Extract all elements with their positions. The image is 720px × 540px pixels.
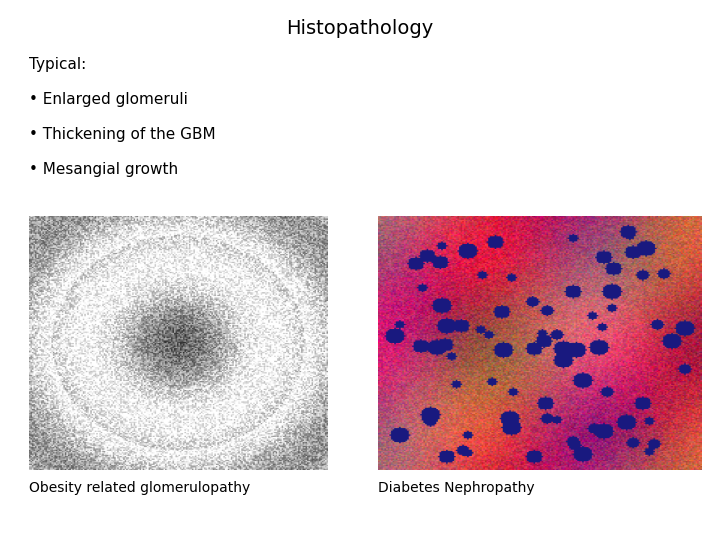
Text: Histopathology: Histopathology (287, 19, 433, 38)
Text: Diabetes Nephropathy: Diabetes Nephropathy (378, 481, 535, 495)
Text: Obesity related glomerulopathy: Obesity related glomerulopathy (29, 481, 250, 495)
Text: • Mesangial growth: • Mesangial growth (29, 162, 178, 177)
Text: Typical:: Typical: (29, 57, 86, 72)
Text: • Enlarged glomeruli: • Enlarged glomeruli (29, 92, 188, 107)
Text: • Thickening of the GBM: • Thickening of the GBM (29, 127, 215, 142)
